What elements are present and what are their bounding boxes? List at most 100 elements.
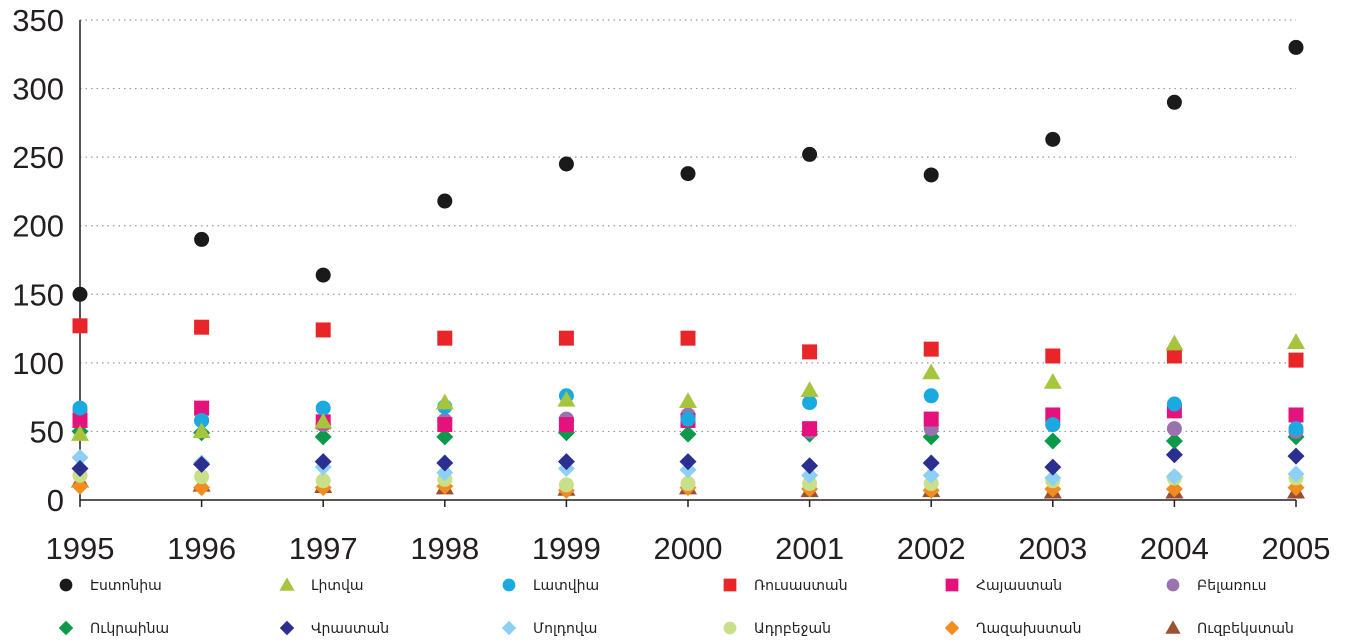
data-point-circle	[1289, 40, 1304, 55]
data-point-circle	[924, 388, 939, 403]
x-tick-label: 2001	[775, 531, 844, 566]
data-point-diamond	[436, 454, 453, 471]
legend-marker	[724, 579, 737, 592]
legend-marker	[60, 579, 73, 592]
legend-label: Հայաստան	[976, 578, 1062, 594]
legend-marker	[280, 621, 294, 635]
legend-label: Լիտվա	[311, 578, 363, 594]
legend-label: Ուկրաինա	[90, 621, 169, 637]
data-point-circle	[1167, 397, 1182, 412]
legend-label: Վրաստան	[311, 621, 389, 637]
data-point-circle	[1289, 421, 1304, 436]
data-point-square	[1289, 353, 1304, 368]
legend-marker	[1167, 579, 1180, 592]
data-point-square	[1167, 349, 1182, 364]
x-tick-label: 2005	[1262, 531, 1331, 566]
gridlines	[80, 20, 1296, 431]
data-point-circle	[437, 194, 452, 209]
data-point-circle	[1167, 421, 1182, 436]
legend-marker	[724, 622, 737, 635]
legend-label: Ադրբեջան	[754, 621, 831, 637]
legend-marker	[946, 579, 959, 592]
y-tick-label: 150	[12, 277, 64, 312]
y-tick-label: 0	[47, 483, 64, 518]
data-point-square	[924, 412, 939, 427]
legend-marker	[945, 621, 959, 635]
data-point-circle	[681, 166, 696, 181]
legend-label: Լատվիա	[533, 578, 599, 594]
data-point-square	[316, 322, 331, 337]
legend-marker	[503, 579, 516, 592]
data-point-diamond	[1044, 433, 1061, 450]
y-tick-label: 200	[12, 209, 64, 244]
data-point-circle	[802, 395, 817, 410]
legend-label: Ռուսաստան	[754, 578, 848, 594]
data-points	[71, 40, 1305, 499]
data-point-triangle	[922, 363, 940, 379]
y-tick-label: 350	[12, 3, 64, 38]
data-point-triangle	[1165, 335, 1183, 351]
x-tick-label: 2004	[1140, 531, 1209, 566]
y-tick-label: 100	[12, 346, 64, 381]
y-axis-ticks: 0 50 100 150 200 250 300 350	[12, 3, 64, 518]
data-point-diamond	[1166, 468, 1183, 485]
legend-marker	[502, 621, 516, 635]
data-point-triangle	[1287, 333, 1305, 349]
x-tick-label: 1995	[46, 531, 115, 566]
legend-marker	[1165, 620, 1180, 633]
data-point-diamond	[801, 457, 818, 474]
x-tick-label: 2000	[654, 531, 723, 566]
legend-label: Ուզբեկստան	[1197, 621, 1294, 637]
data-point-circle	[559, 477, 574, 492]
data-point-circle	[802, 147, 817, 162]
y-tick-label: 250	[12, 140, 64, 175]
data-point-square	[681, 331, 696, 346]
data-point-square	[437, 417, 452, 432]
data-point-diamond	[1044, 459, 1061, 476]
data-point-circle	[681, 412, 696, 427]
data-point-square	[437, 331, 452, 346]
x-tick-label: 1996	[167, 531, 236, 566]
legend-marker	[279, 577, 294, 590]
data-point-circle	[73, 401, 88, 416]
data-point-circle	[924, 167, 939, 182]
data-point-square	[559, 331, 574, 346]
data-point-diamond	[1288, 448, 1305, 465]
legend-label: Ղազախստան	[976, 621, 1081, 637]
data-point-circle	[1045, 417, 1060, 432]
legend-label: Էստոնիա	[90, 578, 162, 594]
x-tick-label: 1998	[410, 531, 479, 566]
data-point-triangle	[801, 381, 819, 397]
y-tick-label: 300	[12, 72, 64, 107]
x-tick-label: 2003	[1018, 531, 1087, 566]
data-point-circle	[1167, 95, 1182, 110]
x-tick-label: 1997	[289, 531, 358, 566]
data-point-diamond	[680, 426, 697, 443]
data-point-triangle	[436, 394, 454, 410]
legend: Էստոնիա Լիտվա Լատվիա Ռուսաստան Հայաստան Բելառ…	[59, 577, 1294, 637]
data-point-square	[559, 417, 574, 432]
data-point-circle	[316, 268, 331, 283]
legend-label: Մոլդովա	[533, 621, 597, 637]
data-point-diamond	[193, 456, 210, 473]
data-point-triangle	[193, 422, 211, 438]
y-tick-label: 50	[30, 414, 64, 449]
data-point-circle	[194, 232, 209, 247]
x-tick-label: 2002	[897, 531, 966, 566]
data-point-circle	[559, 157, 574, 172]
data-point-square	[802, 344, 817, 359]
data-point-circle	[73, 287, 88, 302]
data-point-square	[73, 318, 88, 333]
data-point-square	[1045, 349, 1060, 364]
data-point-square	[194, 320, 209, 335]
data-point-square	[1289, 407, 1304, 422]
legend-marker	[59, 621, 73, 635]
x-axis-ticks: 1995 1996 1997 1998 1999 2000 2001 2002 2003 2004…	[46, 500, 1331, 566]
data-point-square	[924, 342, 939, 357]
data-point-triangle	[679, 392, 697, 408]
legend-label: Բելառուս	[1197, 578, 1266, 594]
data-point-diamond	[923, 454, 940, 471]
data-point-square	[802, 421, 817, 436]
x-tick-label: 1999	[532, 531, 601, 566]
